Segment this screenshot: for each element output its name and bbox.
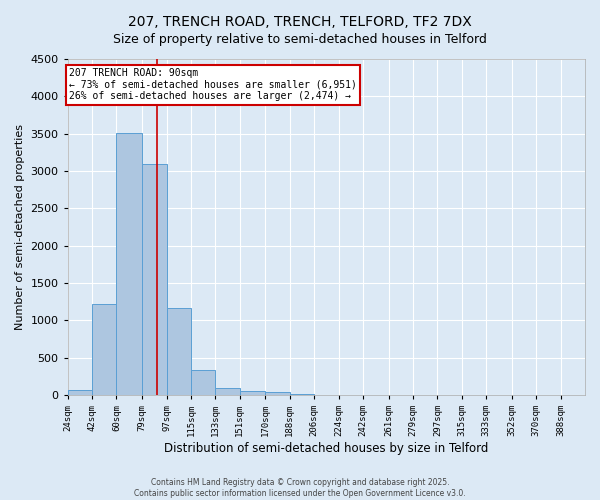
Bar	[142, 164, 167, 395]
Bar	[116, 133, 142, 395]
Bar	[290, 394, 314, 395]
Text: Contains HM Land Registry data © Crown copyright and database right 2025.
Contai: Contains HM Land Registry data © Crown c…	[134, 478, 466, 498]
Text: Size of property relative to semi-detached houses in Telford: Size of property relative to semi-detach…	[113, 32, 487, 46]
Bar	[239, 391, 265, 395]
Bar	[92, 304, 116, 395]
Bar	[167, 308, 191, 395]
Text: 207 TRENCH ROAD: 90sqm
← 73% of semi-detached houses are smaller (6,951)
26% of : 207 TRENCH ROAD: 90sqm ← 73% of semi-det…	[69, 68, 357, 101]
Bar	[265, 392, 290, 395]
Y-axis label: Number of semi-detached properties: Number of semi-detached properties	[15, 124, 25, 330]
X-axis label: Distribution of semi-detached houses by size in Telford: Distribution of semi-detached houses by …	[164, 442, 488, 455]
Bar	[68, 390, 92, 395]
Bar	[215, 388, 239, 395]
Bar	[191, 370, 215, 395]
Text: 207, TRENCH ROAD, TRENCH, TELFORD, TF2 7DX: 207, TRENCH ROAD, TRENCH, TELFORD, TF2 7…	[128, 15, 472, 29]
